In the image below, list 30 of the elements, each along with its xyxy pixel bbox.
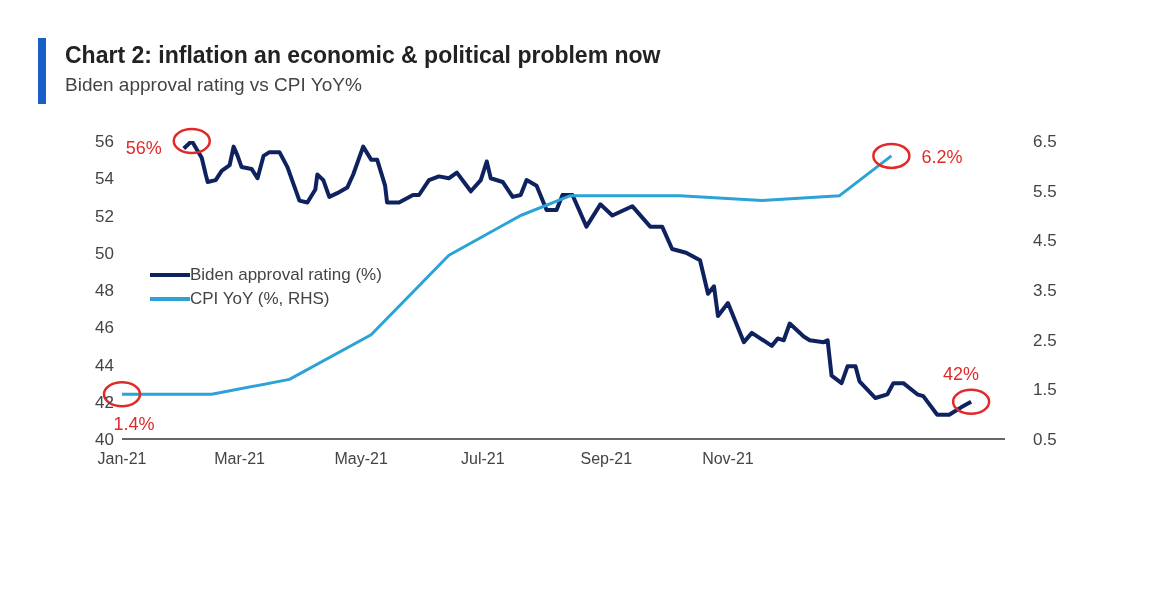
legend-label: Biden approval rating (%) xyxy=(190,265,382,285)
y-tick-label: 56 xyxy=(95,132,114,152)
annotation: 42% xyxy=(943,363,980,384)
x-tick-label: Sep-21 xyxy=(580,450,633,468)
y-tick-label: 54 xyxy=(95,169,114,189)
y2-tick-label: 1.5 xyxy=(1033,380,1057,400)
annotation: 6.2% xyxy=(921,146,963,167)
annotation: 1.4% xyxy=(113,414,155,435)
y-tick-label: 50 xyxy=(95,243,114,263)
y2-tick-label: 2.5 xyxy=(1033,330,1057,350)
y-tick-label: 40 xyxy=(95,430,114,450)
y-tick-label: 48 xyxy=(95,281,114,301)
legend-label: CPI YoY (%, RHS) xyxy=(190,289,330,309)
x-tick-label: Jan-21 xyxy=(97,450,147,468)
x-tick-label: Mar-21 xyxy=(214,450,266,468)
y-tick-label: 46 xyxy=(95,318,114,338)
y2-tick-label: 6.5 xyxy=(1033,132,1057,152)
y-tick-label: 52 xyxy=(95,206,114,226)
x-tick-label: Jul-21 xyxy=(460,450,505,468)
y2-tick-label: 4.5 xyxy=(1033,231,1057,251)
chart-title: Chart 2: inflation an economic & political problem now xyxy=(65,42,661,69)
x-tick-label: May-21 xyxy=(334,450,388,468)
y-tick-label: 44 xyxy=(95,355,114,375)
y2-tick-label: 3.5 xyxy=(1033,281,1057,301)
annotation: 56% xyxy=(125,138,162,158)
y2-tick-label: 0.5 xyxy=(1033,430,1057,450)
x-tick-label: Nov-21 xyxy=(702,450,754,468)
y2-tick-label: 5.5 xyxy=(1033,181,1057,201)
chart-subtitle: Biden approval rating vs CPI YoY% xyxy=(65,74,362,96)
y-tick-label: 42 xyxy=(95,392,114,412)
